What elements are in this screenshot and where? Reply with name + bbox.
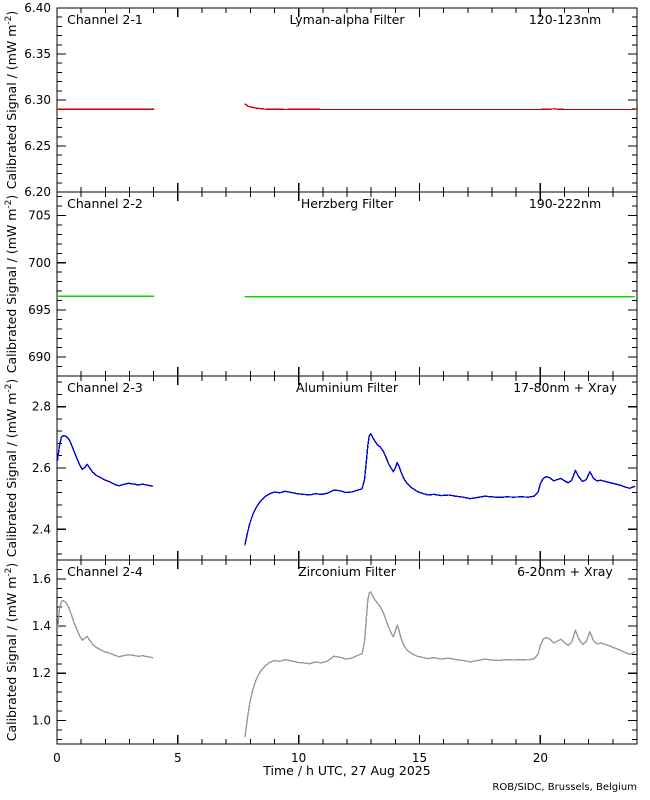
y-tick-label: 6.35 xyxy=(24,47,51,61)
panel-channel-label: Channel 2-1 xyxy=(67,12,143,27)
y-axis-title: Calibrated Signal / (mW m-2) xyxy=(4,11,19,190)
credit-label: ROB/SIDC, Brussels, Belgium xyxy=(492,782,637,793)
panel-band-label: 190-222nm xyxy=(529,196,601,211)
panel-filter-label: Lyman-alpha Filter xyxy=(289,12,405,27)
panel-filter-label: Zirconium Filter xyxy=(298,564,397,579)
panel-band-label: 120-123nm xyxy=(529,12,601,27)
y-axis-title: Calibrated Signal / (mW m-2) xyxy=(4,195,19,374)
y-tick-label: 1.4 xyxy=(32,619,51,633)
panel-band-label: 17-80nm + Xray xyxy=(513,380,617,395)
y-axis-title: Calibrated Signal / (mW m-2) xyxy=(4,563,19,742)
y-tick-label: 695 xyxy=(28,303,51,317)
data-curve-segment-2 xyxy=(245,592,635,737)
x-tick-label: 0 xyxy=(53,751,61,765)
panel-channel-label: Channel 2-3 xyxy=(67,380,143,395)
y-tick-label: 2.4 xyxy=(32,522,51,536)
y-tick-label: 6.40 xyxy=(24,1,51,15)
y-tick-label: 6.20 xyxy=(24,185,51,199)
panel-channel-label: Channel 2-4 xyxy=(67,564,143,579)
panel-channel-label: Channel 2-2 xyxy=(67,196,143,211)
x-tick-label: 5 xyxy=(174,751,182,765)
data-curve-segment-1 xyxy=(57,601,152,658)
panel-1: 6.20 6.25 6.30 6.35 6.40 Channel 2-1 Lyman-alp… xyxy=(4,1,638,199)
y-tick-label: 6.25 xyxy=(24,139,51,153)
panel-band-label: 6-20nm + Xray xyxy=(517,564,613,579)
y-axis-title: Calibrated Signal / (mW m-2) xyxy=(4,379,19,558)
panel-2: 690 695 700 705 Channel 2-2 Herzberg Filter 19… xyxy=(4,191,638,377)
panel-filter-label: Aluminium Filter xyxy=(296,380,399,395)
y-tick-label: 690 xyxy=(28,350,51,364)
panel-filter-label: Herzberg Filter xyxy=(301,196,394,211)
y-tick-label: 705 xyxy=(28,209,51,223)
y-tick-label: 1.0 xyxy=(32,713,51,727)
x-tick-label: 10 xyxy=(291,751,306,765)
panel-group: 6.20 6.25 6.30 6.35 6.40 Channel 2-1 Lyman-alp… xyxy=(4,1,638,745)
y-tick-label: 2.8 xyxy=(32,400,51,414)
y-tick-label: 1.2 xyxy=(32,666,51,680)
panel-3: 2.4 2.6 2.8 Channel 2-3 Aluminium Filter 17-8… xyxy=(4,375,638,561)
data-curve-segment-2 xyxy=(245,434,635,545)
y-tick-label: 6.30 xyxy=(24,93,51,107)
data-curve-segment-1 xyxy=(57,435,152,486)
y-tick-label: 700 xyxy=(28,256,51,270)
y-tick-label: 2.6 xyxy=(32,461,51,475)
data-curve-segment-2 xyxy=(245,104,635,109)
x-tick-label: 20 xyxy=(533,751,548,765)
x-tick-label: 15 xyxy=(412,751,427,765)
x-axis-title: Time / h UTC, 27 Aug 2025 xyxy=(262,763,430,778)
y-tick-label: 1.6 xyxy=(32,572,51,586)
x-axis-labels: 0 5 10 15 20 xyxy=(53,751,548,765)
panel-4: 1.0 1.2 1.4 1.6 Channel 2-4 Zirconium Filter 6… xyxy=(4,559,638,745)
